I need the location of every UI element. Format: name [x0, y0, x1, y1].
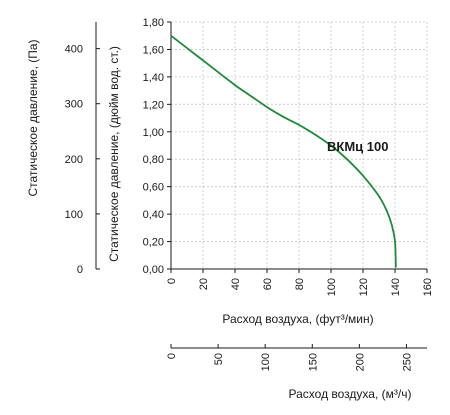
x-tick-label: 60: [262, 278, 274, 290]
y-tick-label: 1,00: [143, 127, 164, 139]
y-tick-label: 0,80: [143, 154, 164, 166]
y-tick-label: 0,40: [143, 209, 164, 221]
secondary-y-tick-label: 400: [65, 44, 83, 56]
secondary-x-axis-title: Расход воздуха, (м³/ч): [289, 387, 412, 401]
x-tick-label: 80: [294, 278, 306, 290]
y-tick-label: 0,60: [143, 182, 164, 194]
tick-labels: 0 20 40 60 80 100 120 140 160 0,00 0,20 0,40 0,60 0,8…: [65, 17, 434, 371]
gridlines: [171, 21, 428, 269]
series-label: ВКМц 100: [327, 139, 388, 154]
x-tick-label: 40: [230, 278, 242, 290]
secondary-y-tick-label: 200: [65, 154, 83, 166]
y-tick-label: 0,00: [143, 264, 164, 276]
secondary-x-tick-label: 100: [260, 353, 272, 371]
series-line: [170, 34, 397, 268]
y-tick-label: 1,60: [143, 44, 164, 56]
y-tick-label: 1,20: [143, 99, 164, 111]
secondary-x-tick-label: 250: [401, 353, 413, 371]
x-tick-label: 100: [326, 278, 338, 296]
series-lines: [170, 34, 397, 268]
x-tick-label: 20: [198, 278, 210, 290]
x-tick-label: 0: [166, 278, 178, 284]
secondary-x-tick-label: 0: [166, 353, 178, 359]
secondary-y-tick-label: 100: [65, 209, 83, 221]
y-tick-label: 1,40: [143, 72, 164, 84]
x-tick-label: 160: [422, 278, 434, 296]
secondary-x-tick-label: 150: [307, 353, 319, 371]
y-tick-label: 1,80: [143, 17, 164, 29]
secondary-y-axis-title: Статическое давление, (Па): [26, 39, 40, 196]
secondary-y-tick-label: 0: [77, 264, 83, 276]
secondary-y-tick-label: 300: [65, 99, 83, 111]
x-tick-label: 140: [390, 278, 402, 296]
x-axis-title: Расход воздуха, (фут³/мин): [222, 312, 373, 326]
y-tick-label: 0,20: [143, 237, 164, 249]
x-tick-label: 120: [358, 278, 370, 296]
secondary-x-tick-label: 200: [354, 353, 366, 371]
secondary-x-tick-label: 50: [213, 353, 225, 365]
y-axis-title: Статическое давление, (дюйм вод. ст.): [107, 46, 121, 262]
axes: [95, 21, 428, 349]
